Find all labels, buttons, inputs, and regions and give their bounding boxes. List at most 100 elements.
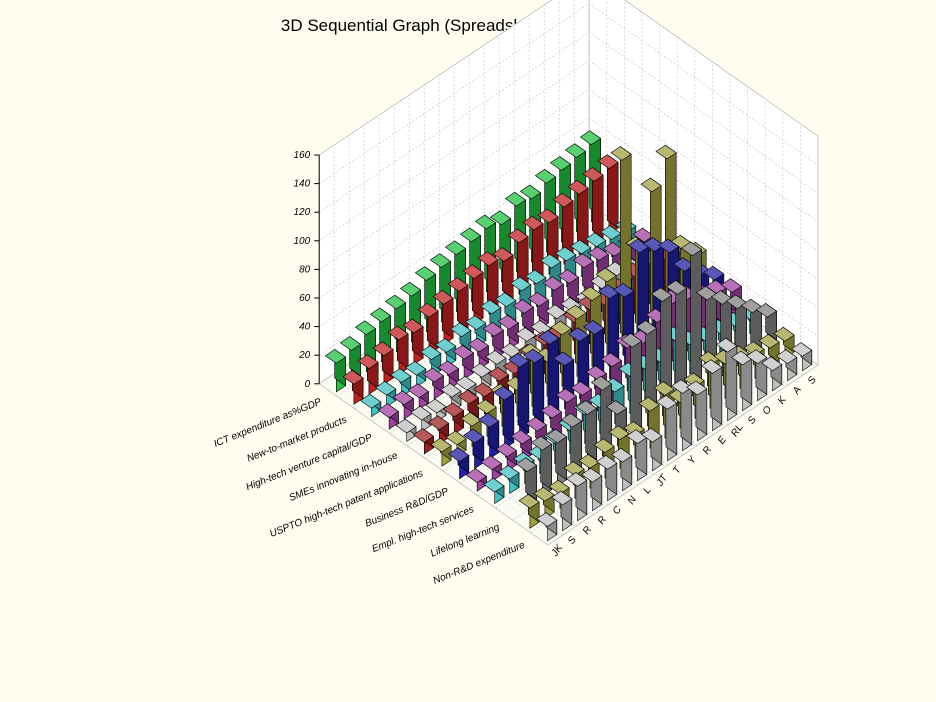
country-label: R — [581, 525, 594, 537]
bar-top-face — [324, 349, 347, 364]
bar — [357, 354, 379, 395]
bar-top-face — [399, 281, 422, 297]
floor-gridline — [318, 383, 549, 546]
bar-top-face — [527, 292, 549, 307]
bar-top-face — [568, 327, 590, 342]
bar-top-face — [579, 130, 602, 146]
country-label: JK — [549, 542, 566, 560]
bar-top-face — [563, 461, 585, 476]
bar-top-face — [555, 246, 577, 262]
bar-top-face — [549, 156, 572, 171]
bar-top-face — [462, 264, 484, 279]
country-label: RL — [729, 422, 745, 439]
bar-top-face — [598, 284, 620, 300]
bar — [761, 356, 783, 392]
bar-top-face — [442, 402, 465, 418]
bar-top-face — [444, 240, 467, 256]
bar — [377, 403, 399, 430]
bar-top-face — [435, 338, 457, 353]
bar-top-face — [455, 375, 477, 391]
bar-top-face — [564, 143, 587, 158]
z-tick-label: 120 — [294, 207, 311, 218]
bar — [452, 344, 474, 380]
bar-top-face — [518, 494, 540, 509]
bar-top-face — [534, 169, 557, 184]
bar-top-face — [369, 307, 392, 323]
bar-top-face — [665, 280, 688, 295]
bar — [536, 512, 558, 542]
bar-top-face — [650, 287, 673, 302]
bar-top-face — [440, 383, 462, 398]
country-label: JT — [654, 472, 670, 489]
bar-top-face — [387, 325, 409, 341]
bar-top-face — [582, 167, 604, 182]
bar-top-face — [437, 360, 459, 376]
bar-top-face — [540, 404, 562, 419]
bar-top-face — [731, 350, 753, 366]
bar-top-face — [405, 361, 427, 376]
bar-top-face — [402, 318, 424, 334]
bar — [560, 412, 583, 477]
bar-top-face — [570, 381, 592, 396]
bar-top-face — [450, 322, 472, 338]
bar-top-face — [620, 333, 643, 348]
bar-top-face — [552, 192, 574, 208]
bar-top-face — [703, 265, 725, 281]
bar-top-face — [510, 429, 532, 445]
bar-top-face — [395, 418, 417, 434]
bar — [493, 385, 515, 450]
bar-top-face — [459, 227, 482, 243]
bar-top-face — [448, 447, 470, 462]
bar-top-face — [392, 390, 414, 406]
bar-top-face — [390, 368, 412, 383]
bar-top-face — [452, 344, 474, 360]
z-gridline — [319, 60, 819, 242]
bar-top-face — [550, 320, 572, 336]
bar — [392, 390, 414, 420]
country-label: A — [790, 384, 804, 397]
bar-top-face — [566, 472, 588, 487]
bar — [437, 360, 459, 390]
bar — [611, 447, 633, 492]
bar-top-face — [570, 239, 592, 255]
bar — [686, 380, 708, 442]
bar — [422, 367, 444, 400]
bar-top-face — [720, 278, 742, 293]
bar — [746, 349, 768, 402]
bar-top-face — [587, 246, 609, 261]
bar-top-face — [430, 437, 452, 453]
bar-top-face — [680, 241, 703, 257]
country-label: R — [701, 445, 714, 457]
bar-top-face — [474, 214, 497, 230]
bar-top-face — [595, 267, 617, 283]
z-tick-label: 100 — [294, 236, 311, 247]
bar — [375, 380, 397, 408]
bar-top-face — [746, 349, 768, 364]
bar — [512, 298, 534, 340]
bar — [395, 418, 417, 443]
bar — [522, 215, 544, 285]
country-label: E — [716, 434, 729, 446]
bar-top-face — [472, 382, 495, 398]
bar — [442, 402, 465, 435]
bar-top-face — [522, 215, 544, 231]
z-tick-label: 140 — [294, 179, 311, 190]
bar-top-face — [384, 294, 407, 310]
bar — [582, 166, 604, 245]
bar-top-face — [497, 314, 519, 330]
bar-top-face — [716, 337, 738, 353]
bar-top-face — [375, 381, 397, 396]
bar-top-face — [640, 177, 662, 193]
bar — [445, 430, 467, 457]
bar-top-face — [425, 398, 447, 414]
bar-top-face — [429, 253, 452, 268]
bar — [387, 325, 409, 375]
series-axis-label: ICT expenditure as%GDP — [212, 396, 323, 449]
country-label: K — [776, 394, 790, 407]
bar — [533, 486, 555, 519]
bar-top-face — [538, 330, 560, 345]
bar-top-face — [492, 247, 514, 262]
bar-top-face — [656, 395, 678, 410]
bar-top-face — [560, 413, 583, 428]
bar — [483, 477, 505, 505]
